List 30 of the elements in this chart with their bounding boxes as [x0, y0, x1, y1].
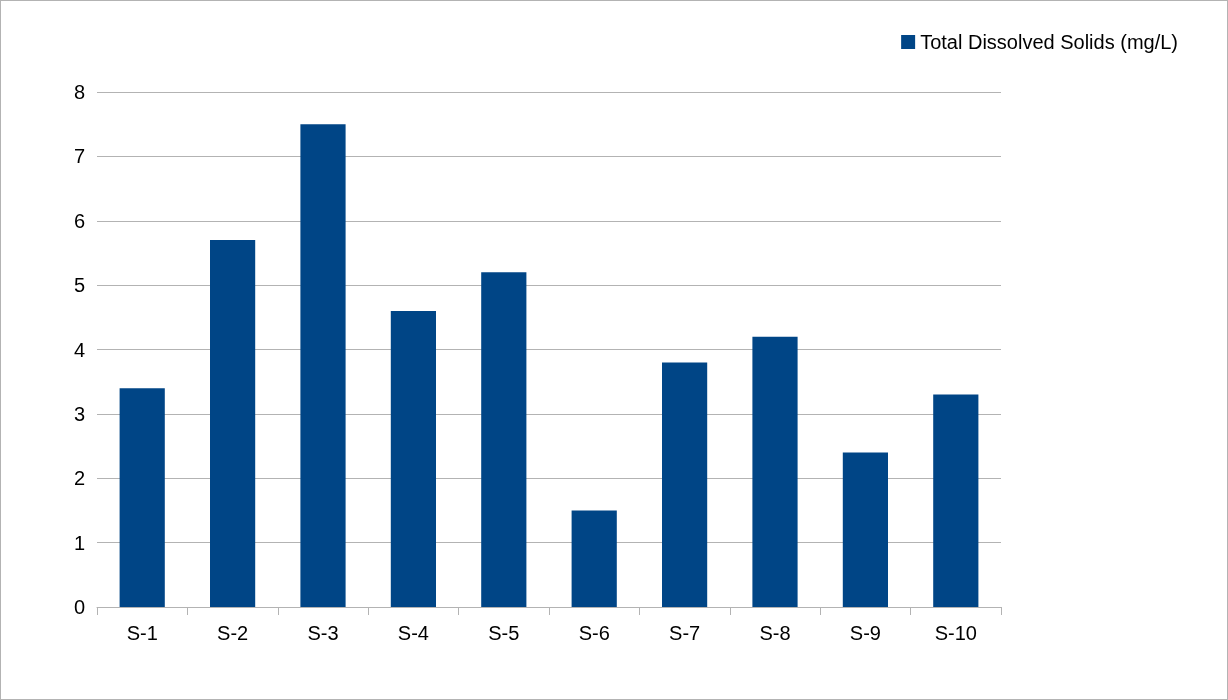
x-tick-label: S-7	[669, 622, 701, 644]
y-tick-label: 0	[73, 596, 85, 618]
x-tick-label: S-10	[934, 622, 977, 644]
x-tick-label: S-3	[307, 622, 339, 644]
bar	[933, 394, 979, 607]
bar	[842, 452, 888, 607]
legend-label: Total Dissolved Solids (mg/L)	[920, 31, 1178, 53]
x-tick-label: S-9	[849, 622, 881, 644]
y-tick-label: 3	[73, 402, 85, 425]
bar	[752, 336, 798, 607]
x-tick-label: S-5	[488, 622, 520, 644]
y-tick-label: 4	[73, 338, 85, 361]
x-tick-label: S-1	[126, 622, 158, 644]
x-tick-label: S-8	[759, 622, 791, 644]
bar	[210, 240, 256, 607]
y-tick-label: 7	[73, 145, 85, 168]
bar	[571, 510, 617, 607]
y-tick-label: 2	[73, 467, 85, 490]
y-tick-label: 1	[73, 531, 85, 554]
y-tick-label: 6	[73, 209, 85, 232]
bar	[300, 124, 346, 607]
bar	[390, 310, 436, 607]
x-tick-label: S-6	[578, 622, 610, 644]
y-tick-label: 5	[73, 274, 85, 297]
x-tick-label: S-4	[397, 622, 429, 644]
x-tick-label: S-2	[217, 622, 249, 644]
bar	[662, 362, 708, 607]
bar	[119, 388, 165, 607]
bar	[481, 272, 527, 607]
y-tick-label: 8	[73, 81, 85, 103]
